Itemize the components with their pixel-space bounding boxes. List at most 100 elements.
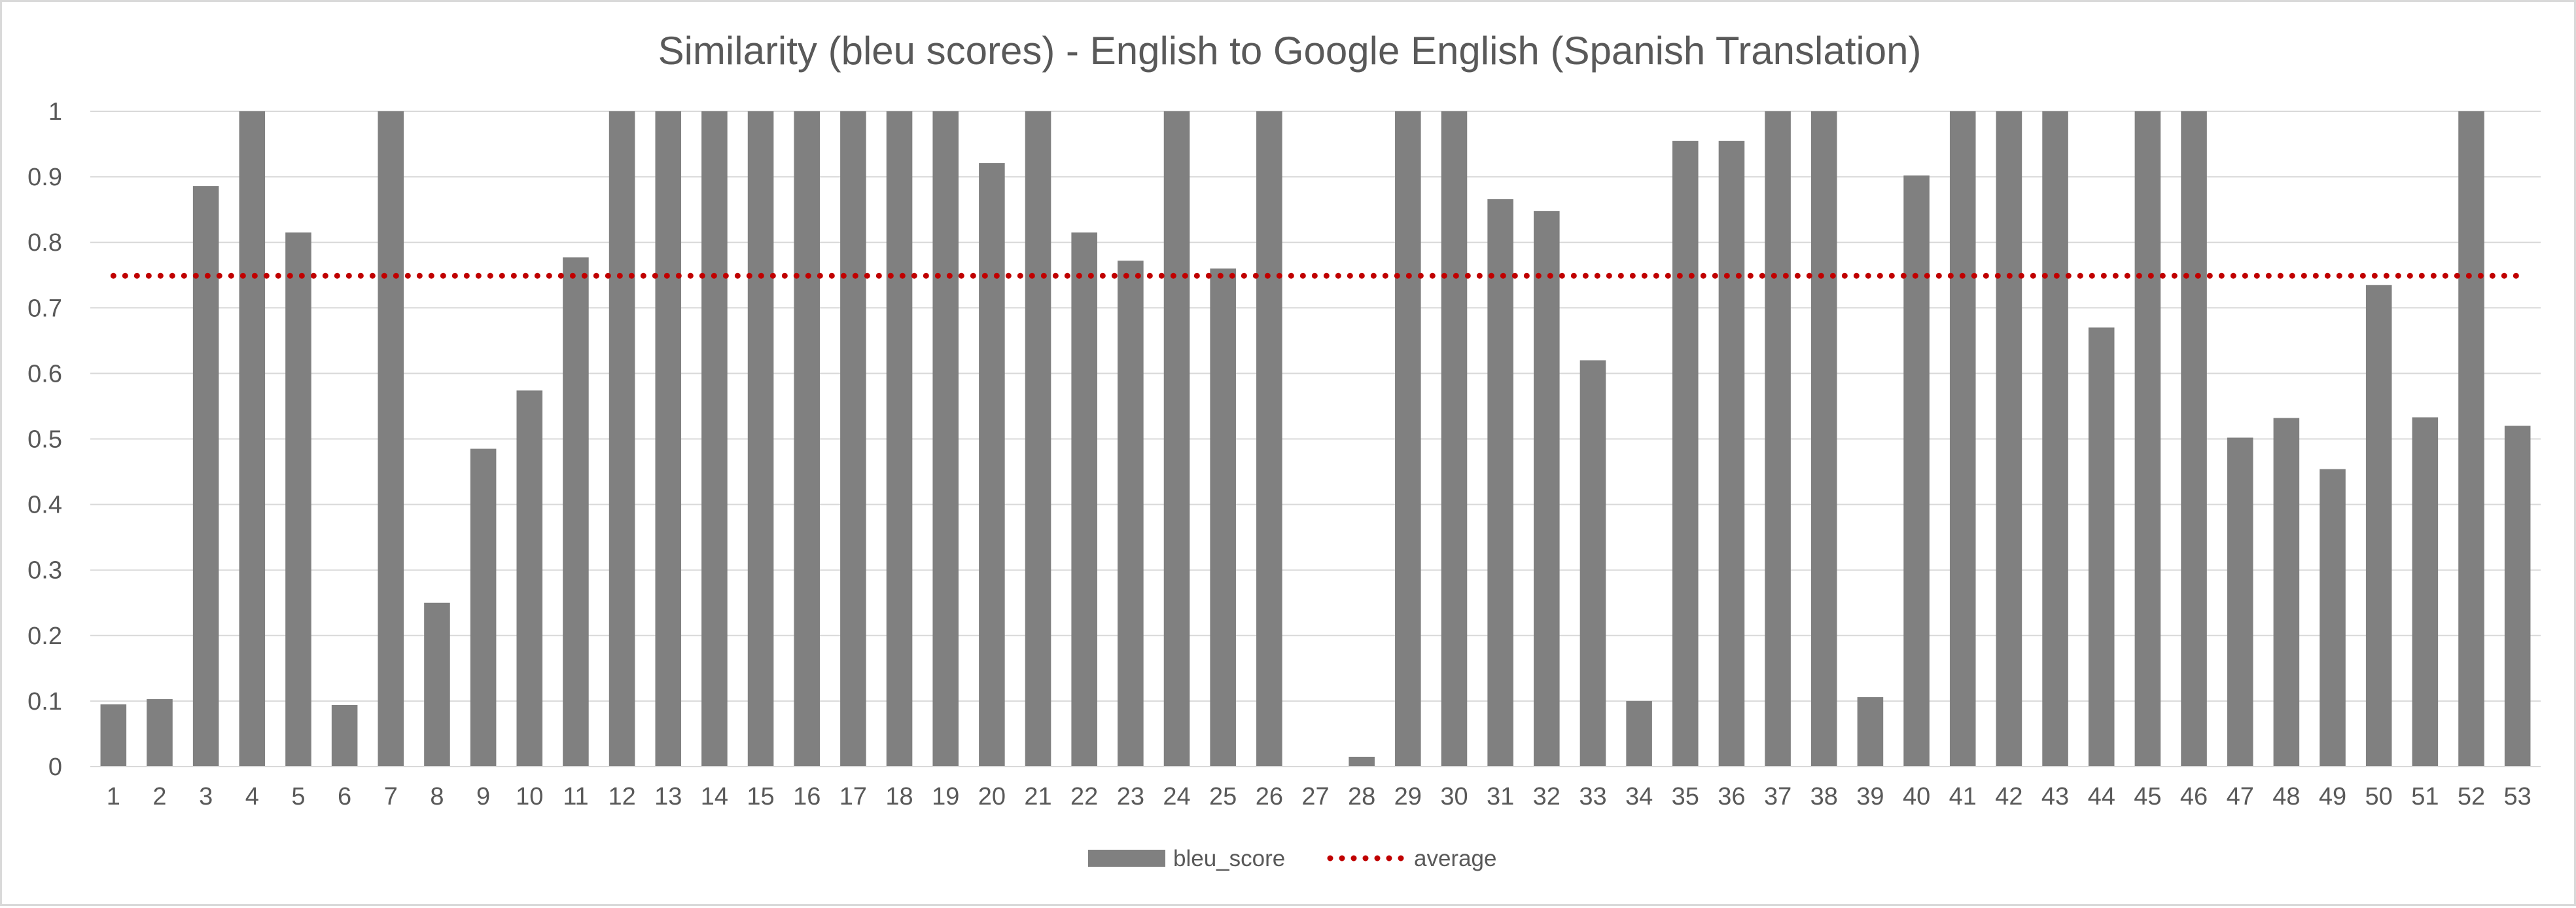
x-tick-label: 25 <box>1209 783 1237 810</box>
x-tick-label: 39 <box>1856 783 1884 810</box>
gridlines <box>90 111 2541 702</box>
bar <box>1163 111 1190 767</box>
bar <box>2320 469 2346 767</box>
bar <box>1487 199 1513 767</box>
bar <box>2365 285 2392 767</box>
x-tick-label: 42 <box>1995 783 2022 810</box>
y-tick-label: 0.6 <box>27 360 62 388</box>
x-axis-ticks: 1 2 3 4 5 6 7 8 9 10 11 12 13 14 15 16 17 18 19 20 21 22 23 24 2… <box>107 783 2532 810</box>
bar <box>747 111 774 767</box>
bar <box>701 111 728 767</box>
bar <box>2042 111 2068 767</box>
x-tick-label: 9 <box>476 783 490 810</box>
x-tick-label: 33 <box>1579 783 1606 810</box>
bar <box>1810 111 1837 767</box>
x-tick-label: 52 <box>2458 783 2485 810</box>
x-tick-label: 8 <box>430 783 444 810</box>
x-tick-label: 24 <box>1163 783 1190 810</box>
y-tick-label: 0.8 <box>27 229 62 257</box>
x-tick-label: 27 <box>1301 783 1329 810</box>
x-tick-label: 2 <box>152 783 166 810</box>
bar <box>2181 111 2207 767</box>
bar <box>2458 111 2484 767</box>
x-tick-label: 38 <box>1810 783 1838 810</box>
bar <box>2412 417 2439 767</box>
y-tick-label: 0.2 <box>27 623 62 650</box>
x-tick-label: 11 <box>563 783 588 810</box>
x-tick-label: 13 <box>654 783 682 810</box>
y-tick-label: 1 <box>48 98 62 126</box>
y-tick-label: 0.1 <box>27 688 62 716</box>
bar <box>1256 111 1282 767</box>
x-tick-label: 12 <box>608 783 635 810</box>
x-tick-label: 36 <box>1718 783 1745 810</box>
bar <box>424 602 450 767</box>
bar <box>1118 261 1144 767</box>
bar <box>285 232 311 767</box>
x-tick-label: 16 <box>793 783 820 810</box>
x-tick-label: 40 <box>1903 783 1930 810</box>
bar <box>192 186 219 767</box>
x-tick-label: 45 <box>2134 783 2161 810</box>
x-tick-label: 19 <box>932 783 959 810</box>
y-tick-label: 0.7 <box>27 295 62 322</box>
bar <box>563 257 589 767</box>
bar <box>1996 111 2022 767</box>
x-tick-label: 4 <box>245 783 259 810</box>
bar <box>470 448 497 767</box>
bar <box>1534 211 1560 767</box>
x-tick-label: 41 <box>1949 783 1977 810</box>
bar <box>886 111 913 767</box>
bar <box>1025 111 1051 767</box>
legend-label-average: average <box>1414 846 1496 871</box>
bar <box>2088 327 2115 767</box>
x-tick-label: 37 <box>1764 783 1791 810</box>
bar <box>2134 111 2161 767</box>
x-tick-label: 28 <box>1348 783 1375 810</box>
bar <box>378 111 404 767</box>
x-tick-label: 53 <box>2504 783 2532 810</box>
x-tick-label: 15 <box>747 783 774 810</box>
bar <box>2227 437 2253 767</box>
bar <box>100 704 127 767</box>
x-tick-label: 14 <box>701 783 728 810</box>
x-tick-label: 44 <box>2088 783 2115 810</box>
x-tick-label: 26 <box>1256 783 1283 810</box>
x-tick-label: 23 <box>1117 783 1144 810</box>
x-tick-label: 34 <box>1625 783 1653 810</box>
bar <box>1626 700 1652 767</box>
legend-label-bleu-score: bleu_score <box>1173 846 1285 871</box>
y-tick-label: 0 <box>48 754 62 781</box>
bar <box>1857 697 1884 767</box>
y-axis-ticks: 0 0.1 0.2 0.3 0.4 0.5 0.6 0.7 0.8 0.9 1 <box>27 98 62 781</box>
bar <box>1718 141 1745 767</box>
bar <box>979 163 1005 767</box>
x-tick-label: 20 <box>978 783 1006 810</box>
y-tick-label: 0.3 <box>27 557 62 585</box>
x-tick-label: 48 <box>2272 783 2300 810</box>
x-tick-label: 3 <box>199 783 213 810</box>
y-tick-label: 0.9 <box>27 164 62 191</box>
bar <box>1672 141 1699 767</box>
bar <box>1949 111 1976 767</box>
bar <box>1349 756 1375 767</box>
x-tick-label: 47 <box>2227 783 2254 810</box>
legend: bleu_score average <box>1088 846 1496 871</box>
x-tick-label: 29 <box>1394 783 1422 810</box>
bars <box>100 111 2531 767</box>
bar <box>331 704 358 767</box>
x-tick-label: 5 <box>291 783 305 810</box>
bar <box>1071 232 1097 767</box>
legend-swatch-bleu-score <box>1088 850 1165 867</box>
x-tick-label: 30 <box>1440 783 1468 810</box>
x-tick-label: 35 <box>1672 783 1699 810</box>
y-tick-label: 0.5 <box>27 426 62 454</box>
bar <box>1441 111 1468 767</box>
x-tick-label: 49 <box>2319 783 2346 810</box>
chart-title: Similarity (bleu scores) - English to Go… <box>658 29 1922 73</box>
bar <box>840 111 866 767</box>
bar <box>794 111 820 767</box>
bar <box>2273 418 2300 767</box>
